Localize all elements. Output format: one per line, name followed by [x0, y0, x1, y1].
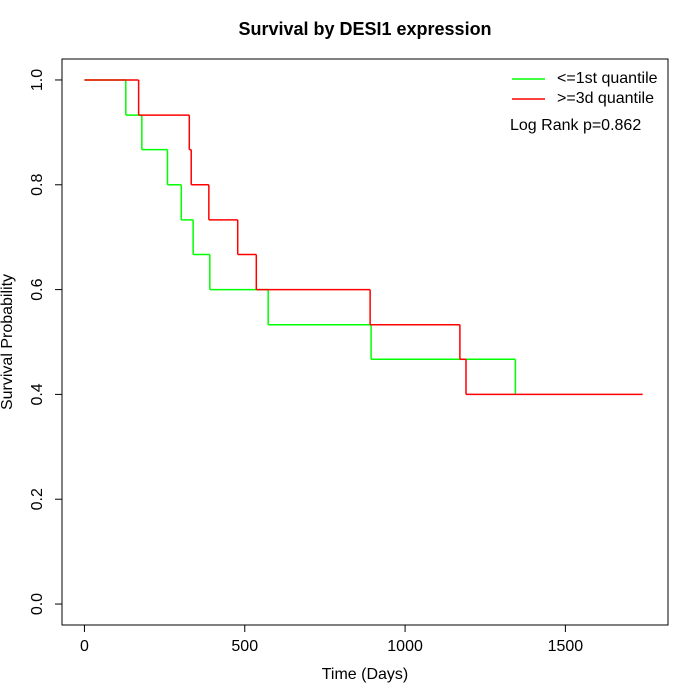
y-tick-label: 0.6 — [29, 278, 46, 300]
y-tick-label: 0.4 — [29, 383, 46, 405]
legend-label: <=1st quantile — [557, 70, 658, 87]
x-tick-label: 1500 — [548, 638, 584, 655]
y-tick-label: 0.8 — [29, 174, 46, 196]
annotation: Log Rank p=0.862 — [510, 117, 641, 134]
legend-label: >=3d quantile — [557, 90, 654, 107]
x-tick-label: 0 — [80, 638, 89, 655]
y-tick-label: 1.0 — [29, 69, 46, 91]
y-tick-label: 0.0 — [29, 593, 46, 615]
x-tick-label: 1000 — [387, 638, 423, 655]
x-axis-label: Time (Days) — [322, 666, 409, 683]
chart-title: Survival by DESI1 expression — [238, 19, 491, 39]
y-tick-label: 0.2 — [29, 488, 46, 510]
y-axis-label: Survival Probability — [0, 274, 16, 410]
x-tick-label: 500 — [231, 638, 258, 655]
plot-frame — [61, 58, 669, 626]
